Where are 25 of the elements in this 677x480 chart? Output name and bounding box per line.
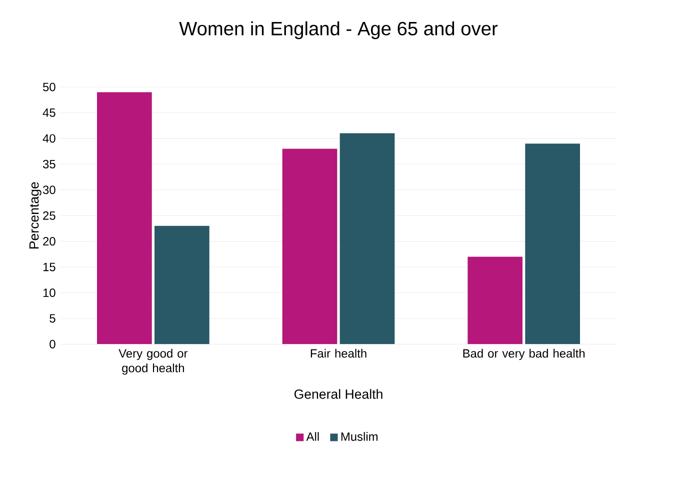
y-tick-label: 40 [42, 134, 56, 143]
y-tick-label: 30 [42, 185, 56, 194]
y-tick-label: 10 [43, 288, 56, 297]
bar [525, 143, 580, 344]
x-tick-label: Fair health [310, 348, 366, 358]
x-tick-label: Very good or good health [118, 348, 188, 374]
y-tick-label: 15 [43, 262, 56, 272]
y-tick-label: 0 [50, 340, 56, 348]
y-tick-label: 35 [42, 160, 56, 168]
legend-label: Muslim [341, 432, 378, 441]
y-tick-label: 45 [42, 108, 56, 117]
y-axis-title: Percentage [29, 182, 42, 248]
x-axis-title: General Health [294, 388, 382, 399]
bar [97, 92, 152, 344]
y-tick-label: 25 [43, 211, 56, 220]
bar [282, 148, 338, 344]
legend-label: All [306, 432, 319, 441]
x-tick-label: Bad or very bad health [463, 348, 585, 360]
chart-title: Women in England - Age 65 and over [179, 21, 498, 40]
bar [340, 133, 395, 344]
bar [154, 226, 210, 344]
y-tick-label: 5 [50, 314, 56, 322]
y-tick-label: 20 [43, 236, 56, 246]
bar [468, 256, 522, 344]
y-tick-label: 50 [42, 82, 56, 92]
